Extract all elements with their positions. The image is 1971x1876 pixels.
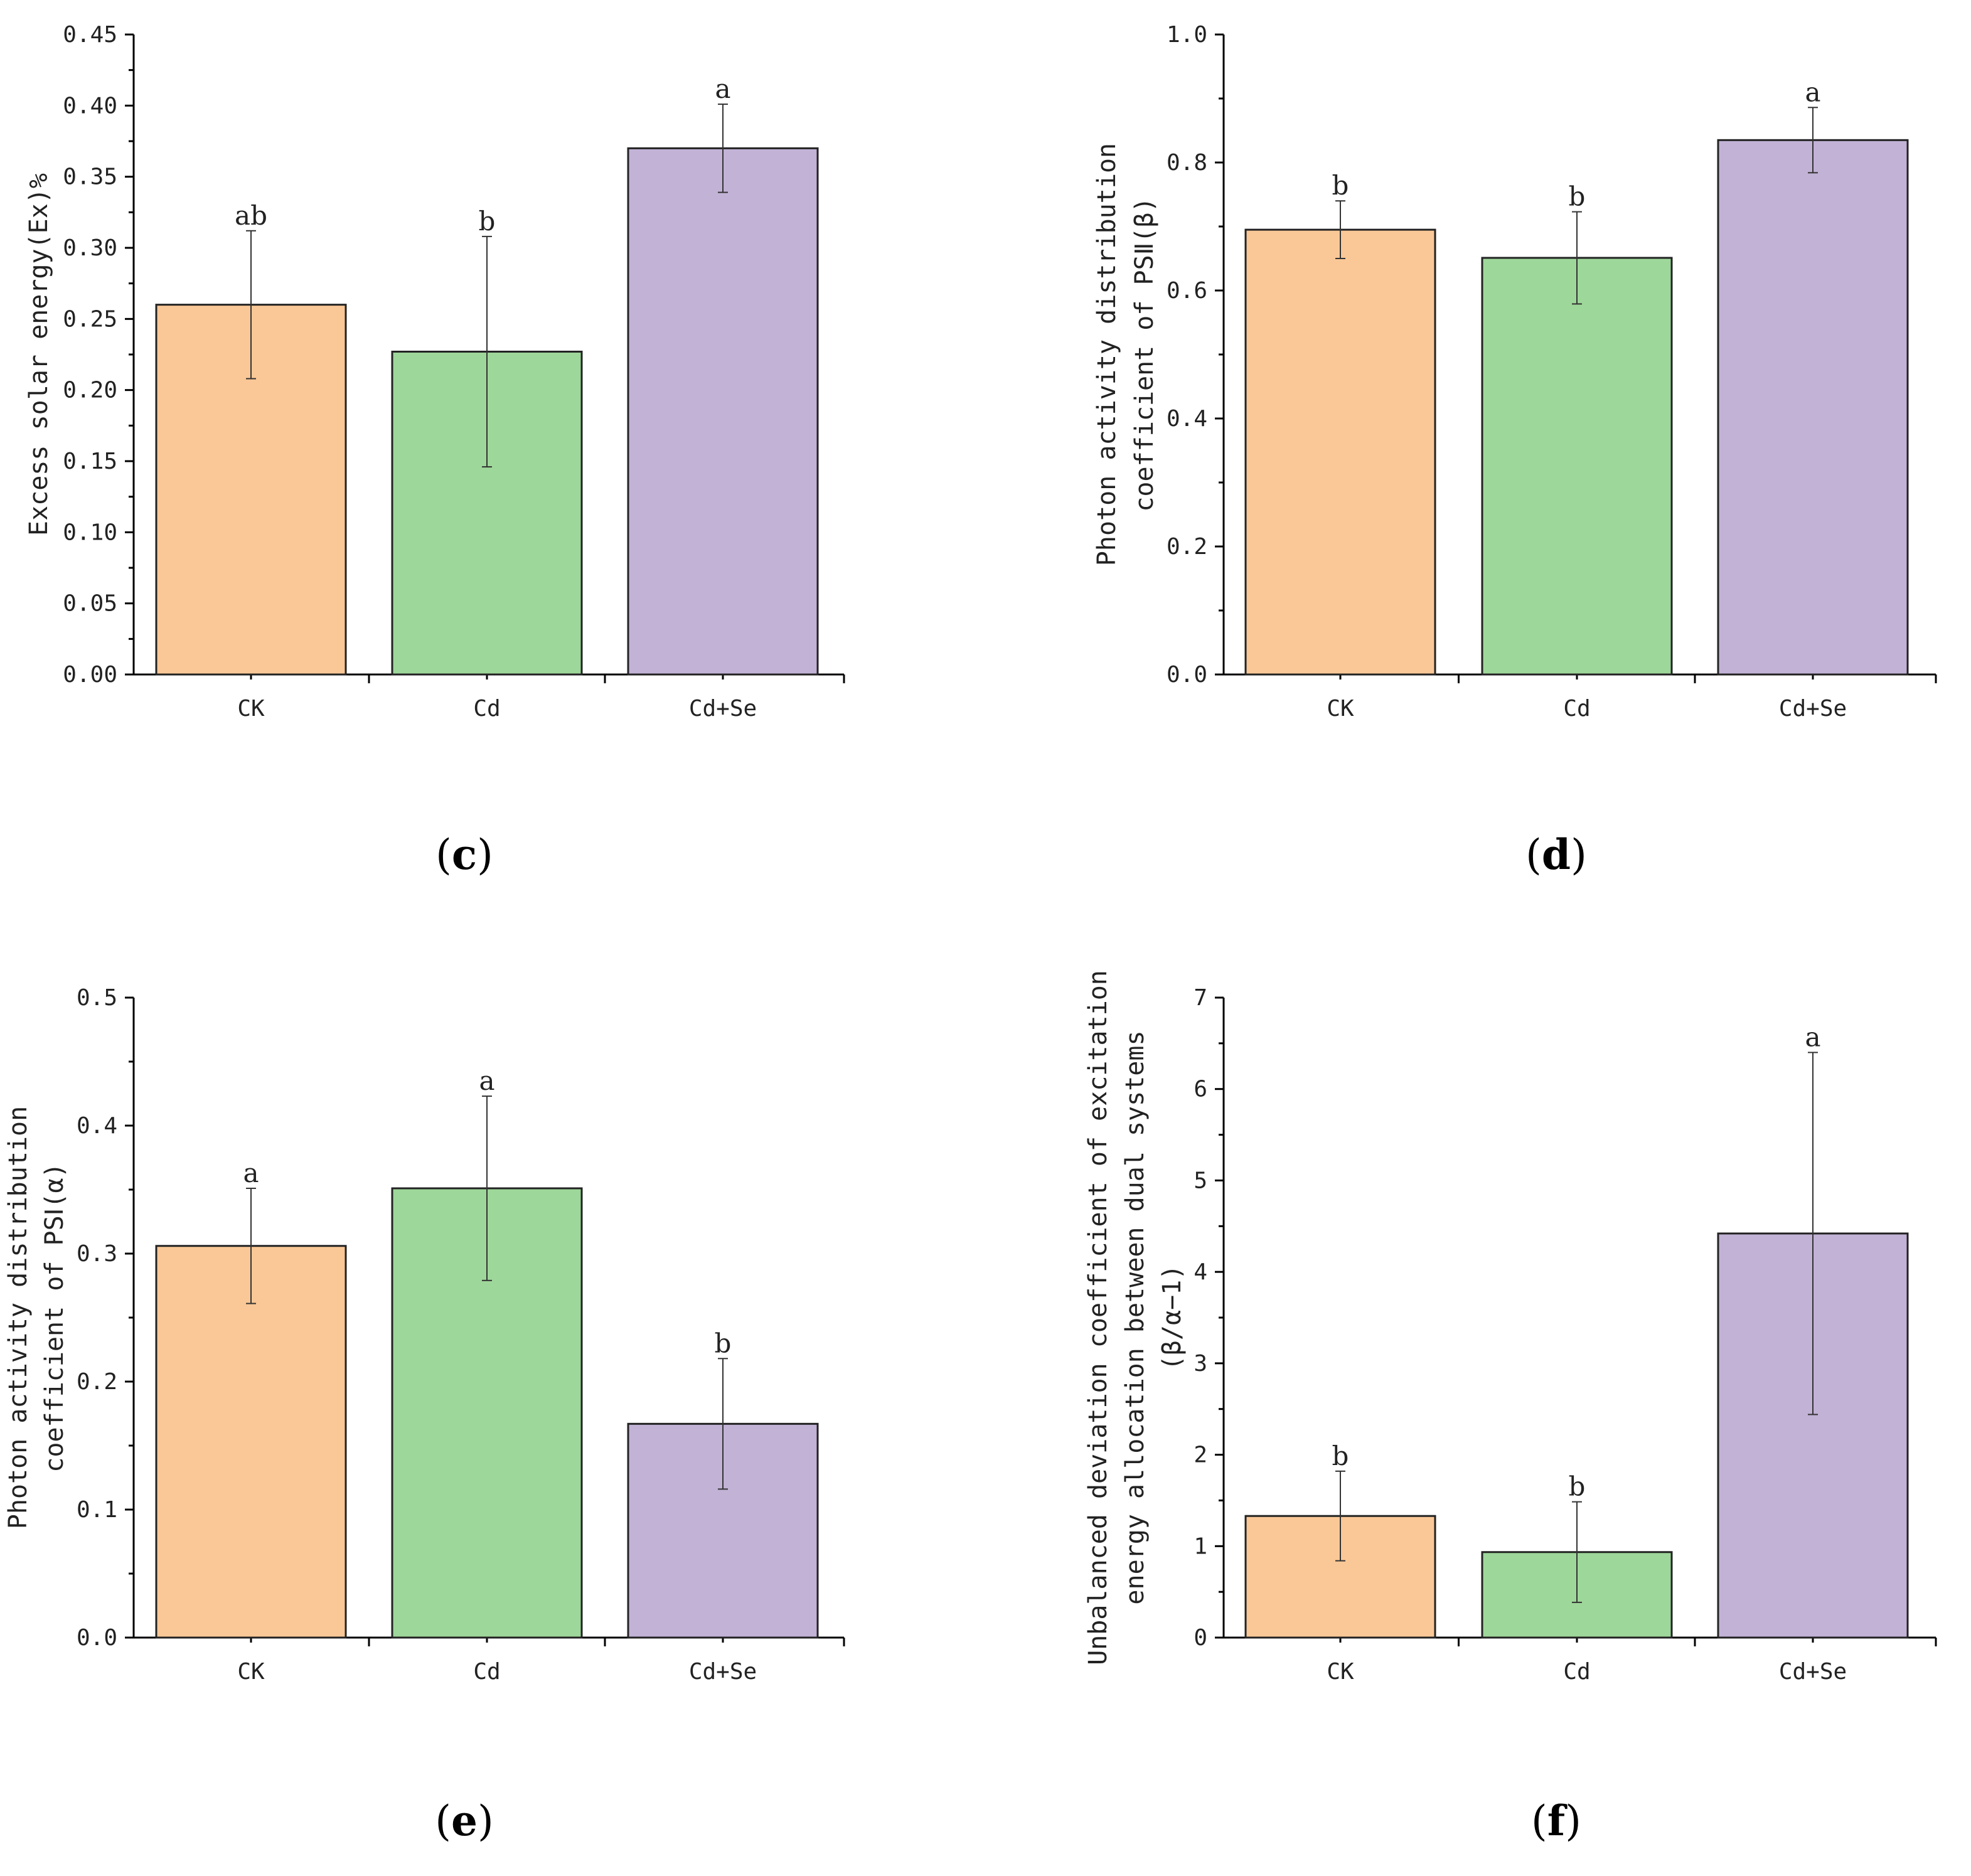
y-tick-label: 1 xyxy=(1194,1533,1207,1559)
y-axis-label: coefficient of PSⅠ(α) xyxy=(40,1163,69,1472)
panel-label: (c) xyxy=(435,830,493,879)
y-axis-label: Excess solar energy(Ex)% xyxy=(24,173,53,536)
significance-label: b xyxy=(715,1328,732,1358)
x-tick-label: Cd+Se xyxy=(1779,1659,1847,1685)
significance-label: b xyxy=(479,206,496,237)
chart-panel-c: 0.00 0.05 0.10 0.15 0.20 0.25 0.30 0.35 0.40 0.45… xyxy=(24,22,845,879)
panel-label: (d) xyxy=(1525,830,1587,879)
bar-ck xyxy=(155,1245,347,1639)
y-tick-label: 1.0 xyxy=(1167,22,1207,48)
y-tick-label: 0.6 xyxy=(1167,278,1207,304)
x-tick-label: Cd xyxy=(473,1659,500,1685)
y-tick-label: 0.1 xyxy=(77,1497,117,1523)
significance-label: ab xyxy=(235,200,267,231)
y-tick-label: 0 xyxy=(1194,1625,1207,1651)
significance-label: b xyxy=(1332,1441,1349,1471)
panel-label: (e) xyxy=(435,1796,494,1845)
significance-label: a xyxy=(715,73,730,104)
y-tick-label: 0.2 xyxy=(77,1369,117,1395)
y-tick-label: 0.30 xyxy=(63,235,117,261)
x-tick-label: CK xyxy=(1327,1659,1354,1685)
significance-label: b xyxy=(1332,170,1349,201)
significance-label: a xyxy=(479,1065,494,1096)
y-tick-label: 0.10 xyxy=(63,520,117,545)
y-tick-label: 0.0 xyxy=(1167,662,1207,688)
y-axis-label: Photon activity distribution xyxy=(4,1106,33,1529)
y-tick-label: 0.4 xyxy=(77,1113,117,1139)
y-axis-label: Photon activity distribution xyxy=(1092,143,1121,566)
x-tick-label: Cd+Se xyxy=(1779,696,1847,722)
y-tick-label: 0.45 xyxy=(63,22,117,48)
y-tick-label: 0.8 xyxy=(1167,150,1207,176)
y-tick-label: 0.05 xyxy=(63,591,117,617)
y-tick-label: 0.5 xyxy=(77,985,117,1011)
significance-label: b xyxy=(1569,181,1586,212)
y-tick-label: 0.3 xyxy=(77,1241,117,1267)
y-tick-label: 3 xyxy=(1194,1351,1207,1377)
x-tick-label: CK xyxy=(237,696,265,722)
y-tick-label: 5 xyxy=(1194,1168,1207,1193)
x-tick-label: Cd xyxy=(473,696,500,722)
x-tick-label: CK xyxy=(1327,696,1354,722)
bar-cd-se xyxy=(627,147,819,676)
y-tick-label: 0.4 xyxy=(1167,406,1207,432)
significance-label: a xyxy=(1805,1021,1820,1052)
y-axis-label: (β/α−1) xyxy=(1158,1265,1187,1371)
chart-panel-f: 0 1 2 3 4 5 6 7 b CK b Cd a Cd+Se Unbalanced deviation… xyxy=(1084,970,1937,1845)
x-tick-label: Cd+Se xyxy=(689,696,757,722)
y-tick-label: 0.0 xyxy=(77,1625,117,1651)
y-tick-label: 0.15 xyxy=(63,449,117,474)
x-tick-label: Cd xyxy=(1563,1659,1590,1685)
x-tick-label: CK xyxy=(237,1659,265,1685)
y-tick-label: 0.35 xyxy=(63,164,117,190)
bar-cd-se xyxy=(1717,139,1909,676)
y-tick-label: 4 xyxy=(1194,1259,1207,1285)
y-tick-label: 6 xyxy=(1194,1077,1207,1102)
y-axis-label: coefficient of PSⅡ(β) xyxy=(1130,197,1159,511)
y-tick-label: 2 xyxy=(1194,1442,1207,1468)
significance-label: b xyxy=(1569,1471,1586,1502)
y-axis-label: energy allocation between dual systems xyxy=(1121,1030,1150,1604)
bar-cd xyxy=(1481,257,1673,676)
y-tick-label: 0.25 xyxy=(63,306,117,332)
y-tick-label: 0.20 xyxy=(63,378,117,403)
y-tick-label: 0.40 xyxy=(63,93,117,119)
bar-ck xyxy=(1244,228,1436,676)
significance-label: a xyxy=(1805,77,1820,107)
chart-panel-d: 0.0 0.2 0.4 0.6 0.8 1.0 b CK b Cd a Cd+Se Photon act… xyxy=(1092,22,1937,879)
y-axis-label: Unbalanced deviation coefficient of exci… xyxy=(1084,970,1113,1665)
y-tick-label: 0.2 xyxy=(1167,534,1207,560)
chart-panel-e: 0.0 0.1 0.2 0.3 0.4 0.5 a CK a Cd b Cd+Se Photon act… xyxy=(4,985,845,1845)
y-tick-label: 0.00 xyxy=(63,662,117,688)
significance-label: a xyxy=(243,1158,259,1188)
panel-label: (f) xyxy=(1531,1796,1581,1845)
x-tick-label: Cd+Se xyxy=(689,1659,757,1685)
x-tick-label: Cd xyxy=(1563,696,1590,722)
y-tick-label: 7 xyxy=(1194,985,1207,1011)
